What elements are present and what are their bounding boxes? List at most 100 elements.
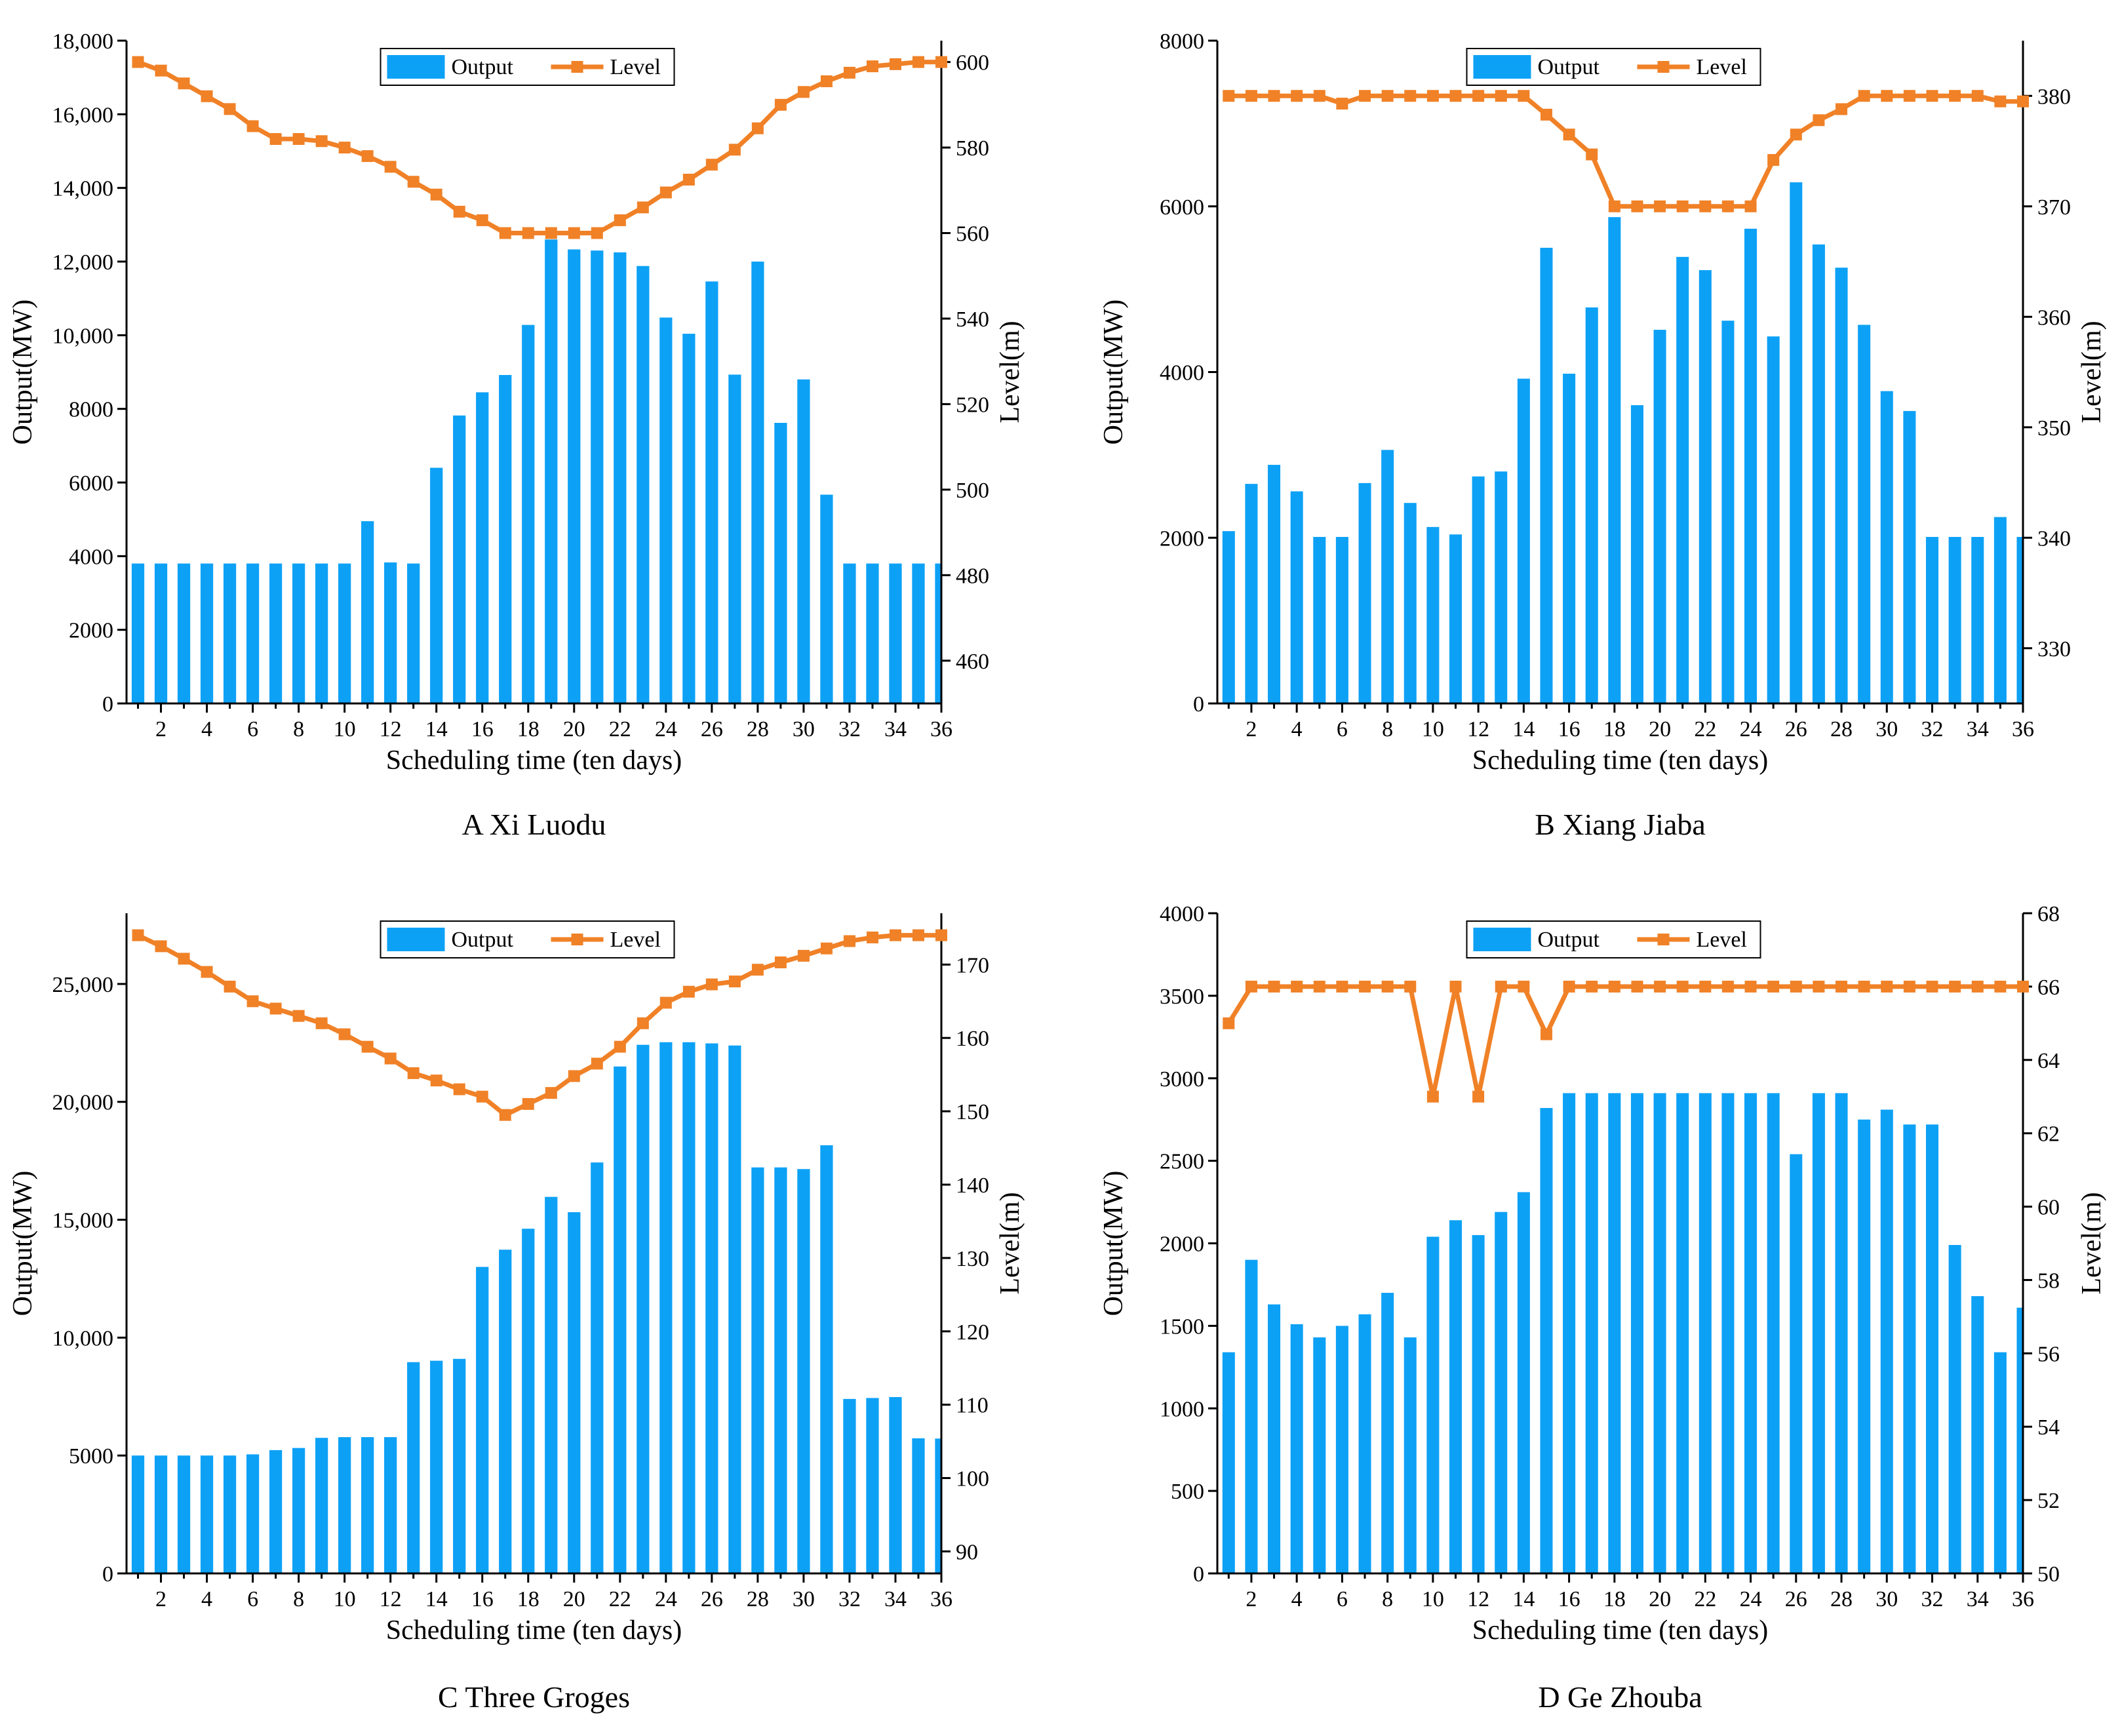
level-point (178, 77, 190, 90)
output-bar (1608, 1093, 1621, 1573)
right-tick-label: 460 (956, 650, 989, 674)
output-bar (1540, 1108, 1553, 1573)
output-bar (361, 1437, 374, 1573)
legend-output-label: Output (452, 55, 514, 79)
x-tick-label: 6 (247, 1587, 258, 1611)
level-point (1835, 980, 1848, 993)
output-bar (1812, 244, 1825, 703)
output-bar (1971, 1296, 1984, 1573)
output-bar (453, 1358, 466, 1573)
left-tick-label: 0 (1193, 1562, 1204, 1587)
x-tick-label: 4 (201, 1587, 212, 1611)
level-point (2017, 980, 2029, 993)
output-bar (889, 563, 902, 703)
level-series (1223, 980, 2029, 1103)
y-axis-label-left: Output(MW) (8, 1171, 38, 1316)
level-point (797, 949, 810, 962)
output-bars (1222, 182, 2023, 703)
x-tick-label: 20 (1649, 717, 1671, 741)
left-tick-label: 5000 (69, 1444, 113, 1469)
output-bar (866, 1398, 879, 1573)
output-bar (774, 423, 787, 703)
level-point (1744, 200, 1757, 212)
legend-level-label: Level (1697, 55, 1747, 79)
output-bar (1245, 1259, 1258, 1573)
level-point (1767, 980, 1780, 993)
level-point (1949, 90, 1961, 102)
legend-level-marker (571, 934, 583, 945)
output-bar (499, 374, 512, 703)
output-bar (591, 250, 604, 703)
x-tick-label: 30 (793, 717, 815, 741)
right-tick-label: 600 (956, 51, 989, 75)
x-tick-label: 34 (884, 1587, 907, 1611)
level-point (1949, 980, 1961, 993)
right-tick-label: 580 (956, 136, 989, 161)
level-point (1608, 980, 1620, 993)
output-bar (1335, 536, 1348, 703)
level-point (1654, 200, 1666, 212)
x-tick-label: 24 (1740, 1587, 1762, 1611)
level-point (751, 964, 764, 976)
x-tick-label: 28 (1830, 1587, 1853, 1611)
left-tick-label: 3000 (1160, 1067, 1204, 1092)
left-tick-label: 12,000 (52, 250, 114, 275)
output-bar (315, 1438, 328, 1573)
right-tick-label: 340 (2037, 526, 2071, 551)
chart-panel-d: 0 500 1000 1500 2000 2500 3000 3500 4000 50 52 54 56… (1099, 902, 2107, 1714)
output-bar (361, 521, 374, 703)
output-bar (1290, 1324, 1303, 1573)
legend-level-label: Level (610, 55, 661, 79)
output-bar (384, 1437, 397, 1573)
left-tick-label: 14,000 (52, 177, 114, 201)
level-point (1518, 90, 1530, 102)
level-point (705, 978, 718, 991)
left-tick-label: 10,000 (52, 324, 114, 348)
panel-caption: D Ge Zhouba (1538, 1680, 1702, 1714)
legend-output-swatch (387, 928, 445, 951)
level-point (637, 201, 649, 214)
level-point (1813, 980, 1825, 993)
level-point (453, 1083, 465, 1095)
output-bar (200, 563, 214, 703)
level-point (132, 56, 144, 68)
output-bar (177, 563, 191, 703)
left-tick-label: 15,000 (52, 1209, 114, 1233)
output-bar (2016, 1307, 2023, 1573)
output-bar (1903, 410, 1916, 703)
level-point (545, 1087, 557, 1099)
level-point (1699, 200, 1712, 212)
level-series (132, 929, 947, 1121)
x-tick-label: 6 (247, 717, 258, 741)
x-tick-label: 6 (1337, 1587, 1348, 1611)
left-tick-label: 2000 (69, 619, 113, 643)
level-point (591, 227, 603, 239)
output-bar (1721, 1093, 1735, 1573)
x-tick-label: 10 (334, 1587, 356, 1611)
output-bar (1790, 1154, 1803, 1573)
output-bar (1676, 256, 1689, 703)
x-tick-label: 18 (1603, 1587, 1626, 1611)
x-tick-label: 24 (1740, 717, 1762, 741)
output-bar (889, 1396, 902, 1573)
x-tick-label: 32 (838, 717, 861, 741)
left-tick-label: 2000 (1160, 1233, 1204, 1257)
panel-caption: A Xi Luodu (462, 808, 606, 841)
output-bar (338, 563, 351, 703)
x-tick-label: 10 (1422, 1587, 1444, 1611)
output-bar (935, 1438, 941, 1573)
right-tick-label: 68 (2037, 902, 2060, 926)
panel-caption: C Three Groges (438, 1680, 630, 1714)
level-point (453, 205, 465, 218)
left-tick-label: 8000 (69, 398, 113, 422)
x-tick-label: 18 (517, 717, 540, 741)
output-bar (751, 1167, 764, 1573)
level-point (1926, 980, 1938, 993)
level-point (361, 150, 374, 163)
x-tick-label: 22 (609, 717, 631, 741)
level-point (1495, 90, 1507, 102)
output-bar (384, 562, 397, 703)
left-tick-label: 6000 (69, 471, 113, 496)
level-point (889, 58, 901, 70)
